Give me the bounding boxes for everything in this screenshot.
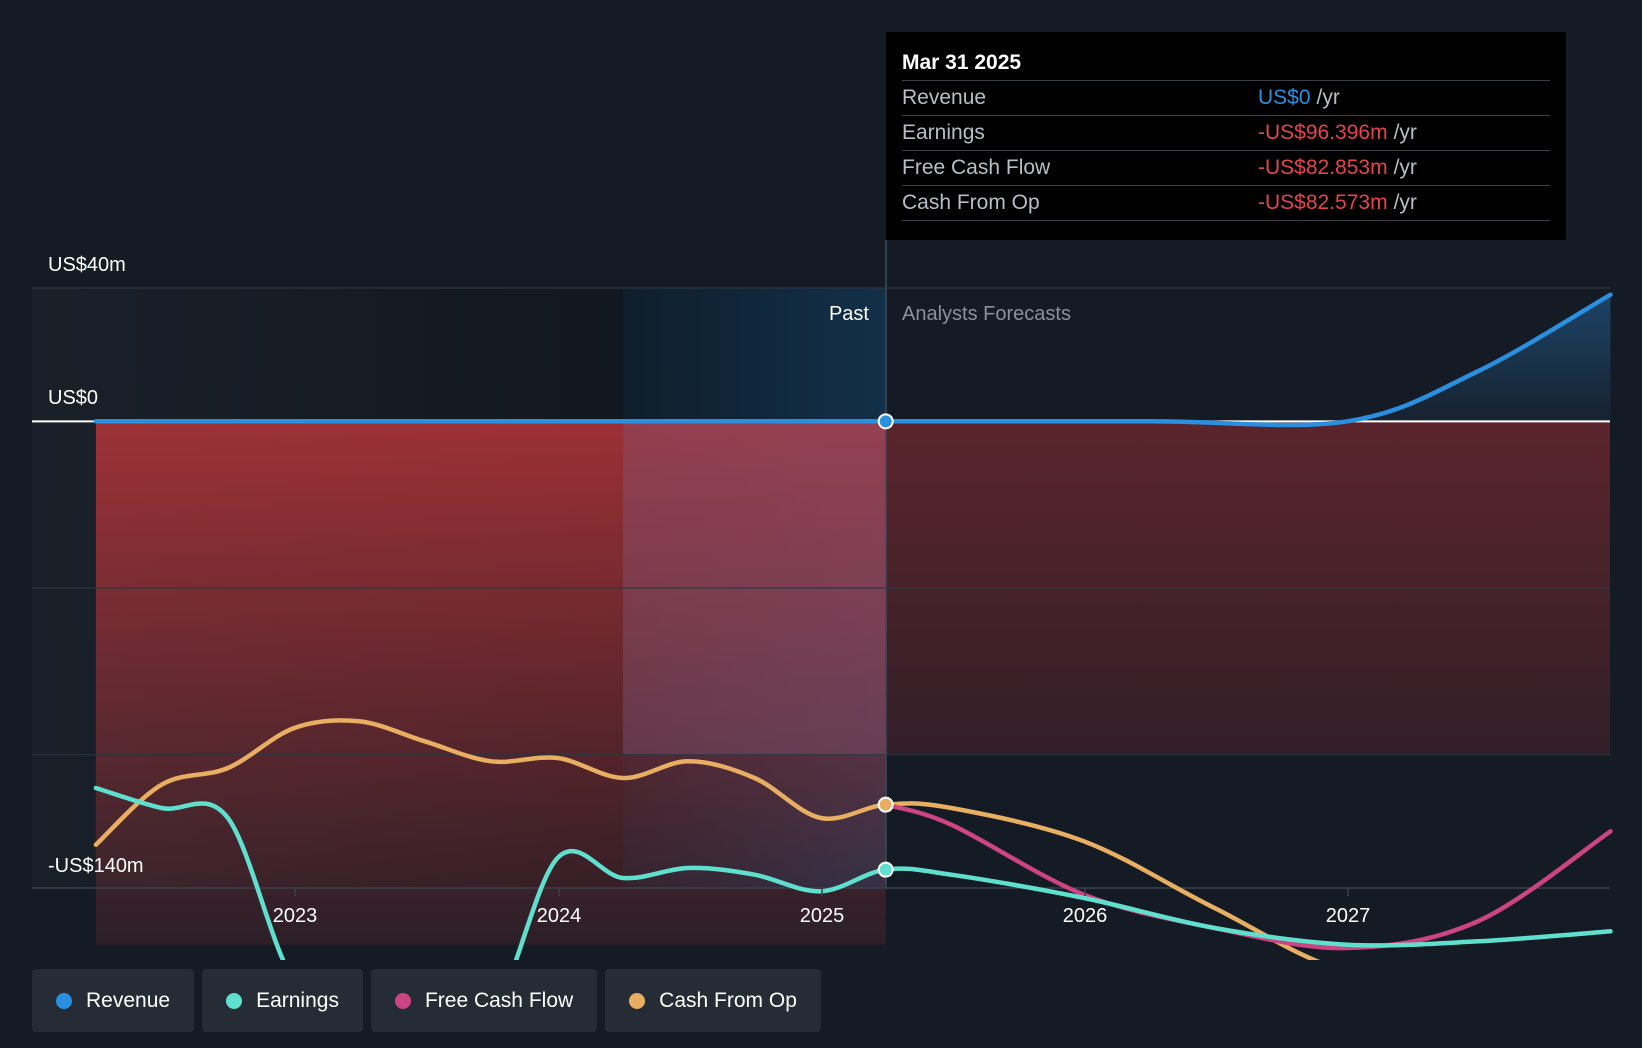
marker-revenue [877,413,894,430]
tooltip-row-unit: /yr [1393,156,1417,179]
legend-item-earnings[interactable]: Earnings [202,969,363,1032]
tooltip-row-value: -US$82.573m [1258,191,1388,214]
series-lines [93,292,1613,960]
legend-item-free-cash-flow[interactable]: Free Cash Flow [370,969,598,1032]
chart-legend: Revenue Earnings Free Cash Flow Cash Fro… [32,969,821,1032]
legend-item-revenue[interactable]: Revenue [32,969,195,1032]
tooltip-row-revenue: Revenue US$0 /yr [902,81,1550,116]
past-label: Past [829,303,869,325]
tooltip-row-unit: /yr [1393,191,1417,214]
tooltip-row-label: Cash From Op [902,191,1040,214]
tooltip-date: Mar 31 2025 [902,46,1550,81]
x-tick-label: 2025 [800,905,845,927]
legend-dot-icon [394,992,411,1009]
legend-dot-icon [629,992,646,1009]
y-axis-label-zero: US$0 [48,387,98,409]
tooltip-row-label: Free Cash Flow [902,156,1051,179]
legend-label: Revenue [86,988,171,1012]
x-axis-ticks: 2023 2024 2025 2026 2027 [273,888,1371,927]
legend-dot-icon [56,992,72,1009]
loss-area-past [95,421,886,945]
tooltip-row-unit: /yr [1393,121,1417,144]
forecast-label: Analysts Forecasts [902,303,1071,325]
tooltip-row-value: US$0 [1258,86,1311,109]
x-tick-label: 2023 [273,905,318,927]
tooltip-row-label: Revenue [902,86,987,109]
legend-label: Cash From Op [659,988,797,1012]
earnings-revenue-chart: US$40m US$0 -US$140m Past Analysts Forec… [32,240,1613,960]
tooltip-row-cash-from-op: Cash From Op -US$82.573m /yr [902,186,1550,221]
tooltip-row-value: -US$96.396m [1258,121,1388,144]
series-line-revenue [93,292,1613,428]
tooltip-row-label: Earnings [902,121,985,144]
series-line-earnings [93,785,1613,960]
legend-dot-icon [226,992,243,1009]
y-axis-label-bottom: -US$140m [48,855,144,877]
data-tooltip: Mar 31 2025 Revenue US$0 /yr Earnings -U… [886,32,1566,240]
legend-label: Free Cash Flow [424,988,574,1012]
legend-item-cash-from-op[interactable]: Cash From Op [605,969,821,1032]
revenue-forecast-area [885,294,1611,426]
legend-label: Earnings [256,988,339,1012]
tooltip-row-value: -US$82.853m [1258,156,1388,179]
tooltip-row-free-cash-flow: Free Cash Flow -US$82.853m /yr [902,151,1550,186]
marker-earnings [877,861,894,878]
tooltip-row-earnings: Earnings -US$96.396m /yr [902,116,1550,151]
marker-cash-from-op [877,796,894,813]
y-axis-label-top: US$40m [48,254,126,276]
x-tick-label: 2026 [1063,905,1108,927]
x-tick-label: 2027 [1326,905,1371,927]
tooltip-row-unit: /yr [1316,86,1340,109]
x-tick-label: 2024 [537,905,582,927]
series-markers [877,413,894,878]
